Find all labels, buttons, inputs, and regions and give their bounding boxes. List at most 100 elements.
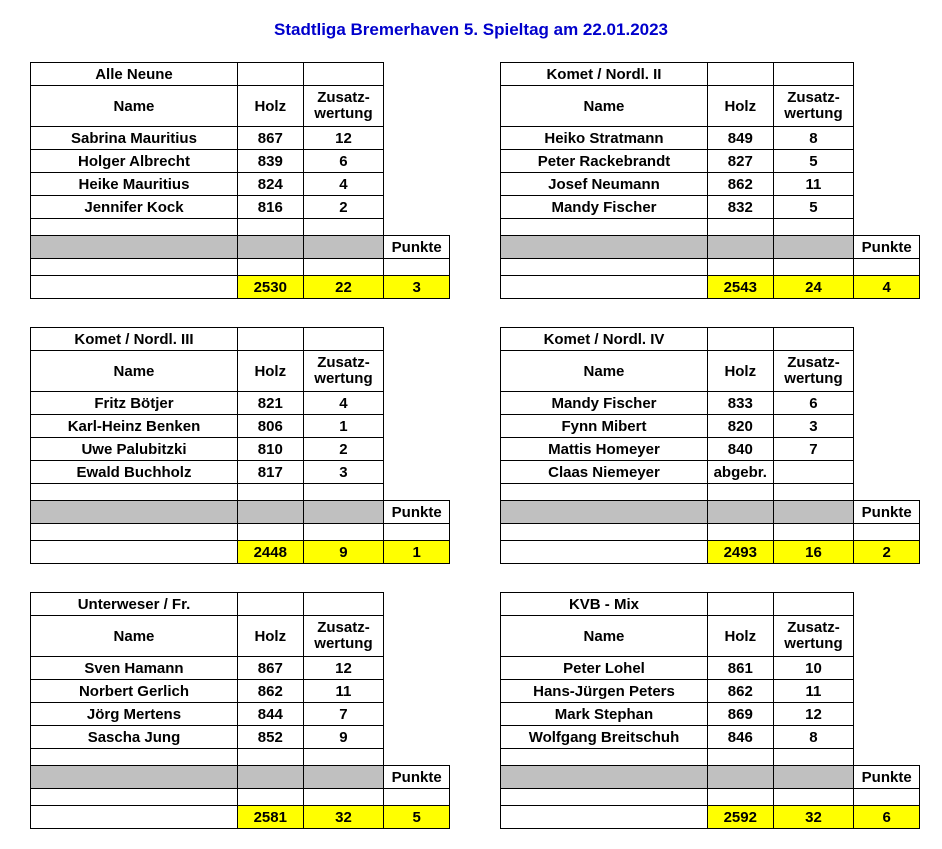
player-zw: 5 [773,150,854,173]
player-zw: 8 [773,726,854,749]
header-holz: Holz [707,86,773,127]
player-zw: 5 [773,196,854,219]
team-block: Komet / Nordl. IINameHolzZusatz-wertungH… [500,62,920,299]
player-name: Claas Niemeyer [501,461,708,484]
total-name-cell [501,541,708,564]
header-holz: Holz [237,86,303,127]
gray-cell [31,501,238,524]
spacer [384,657,450,680]
spacer [854,328,920,351]
teams-grid: Alle NeuneNameHolzZusatz-wertungSabrina … [30,62,912,829]
player-name: Fynn Mibert [501,415,708,438]
header-zusatz: Zusatz-wertung [773,351,854,392]
spacer [854,351,920,392]
spacer [854,173,920,196]
header-name: Name [31,616,238,657]
player-name: Ewald Buchholz [31,461,238,484]
player-holz: 824 [237,173,303,196]
player-name: Karl-Heinz Benken [31,415,238,438]
player-name: Fritz Bötjer [31,392,238,415]
empty-cell [303,524,384,541]
player-name: Sven Hamann [31,657,238,680]
empty-cell [384,259,450,276]
player-holz: 846 [707,726,773,749]
spacer [854,593,920,616]
team-name: Komet / Nordl. III [31,328,238,351]
empty-cell [237,484,303,501]
empty-cell [384,789,450,806]
team-name: Komet / Nordl. II [501,63,708,86]
player-name: Jörg Mertens [31,703,238,726]
player-name: Norbert Gerlich [31,680,238,703]
empty-cell [707,524,773,541]
player-holz: abgebr. [707,461,773,484]
empty-cell [237,593,303,616]
spacer [384,219,450,236]
empty-cell [237,63,303,86]
total-punkte: 6 [854,806,920,829]
player-name: Heike Mauritius [31,173,238,196]
total-name-cell [31,541,238,564]
empty-cell [773,749,854,766]
spacer [854,196,920,219]
spacer [854,438,920,461]
spacer [384,63,450,86]
empty-cell [501,749,708,766]
gray-cell [707,766,773,789]
empty-cell [501,789,708,806]
spacer [384,616,450,657]
header-punkte: Punkte [384,236,450,259]
empty-cell [773,259,854,276]
spacer [854,749,920,766]
total-name-cell [501,806,708,829]
player-name: Wolfgang Breitschuh [501,726,708,749]
spacer [854,86,920,127]
gray-cell [303,766,384,789]
gray-cell [237,501,303,524]
player-holz: 861 [707,657,773,680]
team-name: Komet / Nordl. IV [501,328,708,351]
empty-cell [501,219,708,236]
page-title: Stadtliga Bremerhaven 5. Spieltag am 22.… [30,20,912,40]
player-holz: 867 [237,657,303,680]
empty-cell [237,524,303,541]
total-name-cell [31,806,238,829]
total-zw: 32 [773,806,854,829]
total-zw: 24 [773,276,854,299]
header-holz: Holz [237,351,303,392]
team-table: Komet / Nordl. IVNameHolzZusatz-wertungM… [500,327,920,564]
player-name: Sascha Jung [31,726,238,749]
empty-cell [501,259,708,276]
player-zw: 3 [303,461,384,484]
player-holz: 816 [237,196,303,219]
empty-cell [773,484,854,501]
header-name: Name [501,616,708,657]
player-name: Jennifer Kock [31,196,238,219]
player-name: Uwe Palubitzki [31,438,238,461]
header-zusatz: Zusatz-wertung [773,616,854,657]
empty-cell [237,219,303,236]
player-name: Sabrina Mauritius [31,127,238,150]
player-zw: 7 [773,438,854,461]
player-holz: 852 [237,726,303,749]
player-holz: 833 [707,392,773,415]
empty-cell [303,484,384,501]
player-holz: 862 [237,680,303,703]
player-name: Mandy Fischer [501,392,708,415]
spacer [854,415,920,438]
gray-cell [501,501,708,524]
player-zw: 1 [303,415,384,438]
player-holz: 840 [707,438,773,461]
spacer [854,150,920,173]
header-name: Name [31,86,238,127]
player-zw: 6 [303,150,384,173]
player-holz: 832 [707,196,773,219]
spacer [384,86,450,127]
player-holz: 862 [707,680,773,703]
team-name: KVB - Mix [501,593,708,616]
empty-cell [773,789,854,806]
spacer [384,438,450,461]
player-name: Hans-Jürgen Peters [501,680,708,703]
spacer [854,219,920,236]
player-name: Peter Rackebrandt [501,150,708,173]
